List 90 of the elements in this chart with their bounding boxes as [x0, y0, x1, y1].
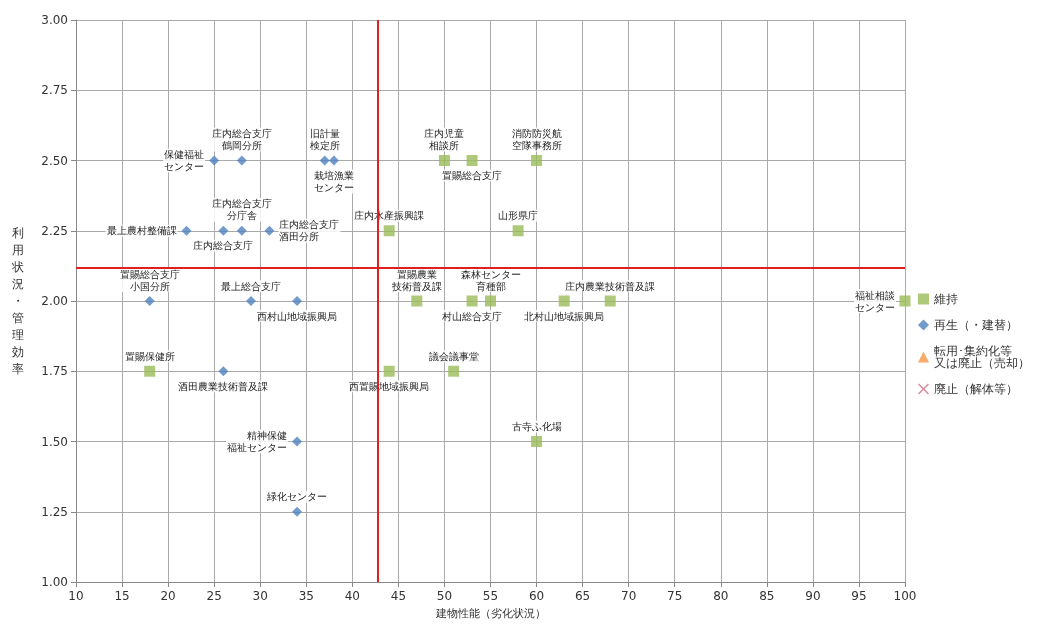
point: [144, 365, 156, 377]
legend-label: 転用･集約化等又は廃止（売却）: [934, 344, 1030, 370]
point: [218, 225, 229, 236]
annotation: 保健福祉センター: [164, 149, 205, 172]
annotation: 庄内総合支庁鶴岡分所: [211, 128, 272, 151]
point: [319, 155, 330, 166]
y-tick-label: 3.00: [41, 13, 68, 27]
annotation: 酒田農業技術普及課: [178, 380, 269, 392]
annotation: 北村山地域振興局: [524, 310, 605, 322]
point: [144, 296, 155, 306]
annotation: 置賜農業技術普及課: [390, 268, 442, 292]
annotation: 精神保健福祉センター: [227, 430, 288, 453]
x-tick-label: 100: [893, 589, 917, 603]
point: [264, 225, 275, 236]
annotation: 置賜総合支庁: [442, 170, 503, 181]
x-tick-label: 50: [436, 589, 453, 603]
point: [512, 225, 524, 237]
point: [531, 436, 543, 447]
text: 利用状況・管理効率: [12, 226, 24, 376]
annotation: 最上農村整備課: [106, 225, 177, 237]
x-tick-label: 35: [298, 589, 314, 603]
x-tick-label: 60: [528, 589, 545, 603]
x-axis-title: 建物性能（劣化状況）: [434, 607, 546, 620]
point: [292, 506, 303, 517]
annotation: 庄内総合支庁酒田分所: [279, 219, 340, 243]
x-tick-label: 85: [759, 589, 775, 603]
point: [899, 295, 911, 307]
point: [181, 225, 192, 236]
point: [466, 295, 478, 307]
annotation: 庄内総合支庁: [193, 240, 254, 252]
x-tick-label: 45: [390, 589, 407, 603]
annotation: 山形県庁: [498, 210, 539, 222]
point: [485, 295, 496, 307]
x-tick-label: 95: [851, 589, 867, 603]
x-tick-label: 20: [160, 589, 176, 603]
annotation: 置賜保健所: [124, 350, 175, 362]
annotation: 西村山地域振興局: [257, 310, 338, 322]
y-tick-label: 1.00: [41, 575, 68, 589]
legend-label: 廃止（解体等）: [934, 382, 1018, 396]
y-tick-label: 1.50: [41, 434, 68, 449]
annotation: 庄内児童相談所: [424, 128, 465, 151]
x-tick-label: 80: [713, 589, 729, 603]
y-tick-label: 2.75: [41, 83, 68, 98]
y-tick-label: 1.25: [41, 504, 68, 519]
x-tick-label: 55: [482, 589, 499, 603]
point: [236, 155, 247, 166]
annotation: 村山総合支庁: [441, 310, 503, 322]
y-tick-label: 2.25: [41, 223, 68, 238]
point: [558, 295, 570, 307]
point: [604, 295, 616, 307]
x-tick-label: 25: [206, 589, 222, 603]
y-tick-label: 1.75: [41, 364, 68, 379]
annotation: 福祉相談センター: [855, 289, 895, 313]
x-tick-label: 15: [114, 589, 130, 603]
y-tick-label: 2.50: [41, 153, 68, 168]
point: [209, 155, 220, 166]
annotation: 森林センター育種部: [460, 268, 521, 292]
point: [411, 295, 423, 307]
x-tick-label: 40: [344, 589, 360, 603]
x-tick-label: 90: [805, 589, 821, 603]
point: [448, 365, 460, 377]
annotation: 消防防災航空隊事務所: [511, 128, 562, 151]
x-tick-label: 65: [574, 589, 591, 603]
point: [383, 365, 395, 377]
x-tick-label: 70: [621, 589, 637, 603]
x-tick-label: 30: [252, 589, 268, 603]
annotation: 緑化センター: [266, 491, 328, 503]
annotation: 議会議事堂: [428, 350, 479, 362]
annotation: 古寺ふ化場: [511, 421, 562, 432]
point: [466, 155, 478, 166]
annotation: 置賜総合支庁小国分所: [119, 268, 180, 292]
point: [236, 225, 247, 236]
point: [383, 225, 395, 237]
annotation: 旧計量検定所: [309, 128, 340, 151]
point: [531, 155, 543, 166]
annotation: 栽培漁業センター: [313, 170, 354, 193]
point: [292, 436, 303, 447]
y-tick-label: 2.00: [41, 294, 68, 308]
x-tick-label: 10: [68, 589, 84, 603]
point: [292, 296, 303, 306]
annotation: 庄内農業技術普及課: [565, 280, 656, 292]
point: [246, 296, 257, 306]
annotation: 庄内総合支庁分庁舎: [211, 198, 272, 222]
legend-label: 再生（・建替）: [934, 318, 1018, 332]
annotation: 最上総合支庁: [221, 280, 282, 292]
point: [328, 155, 339, 166]
point: [438, 155, 450, 166]
legend-label: 維持: [933, 292, 958, 306]
point: [218, 366, 229, 377]
x-tick-label: 75: [667, 589, 683, 603]
